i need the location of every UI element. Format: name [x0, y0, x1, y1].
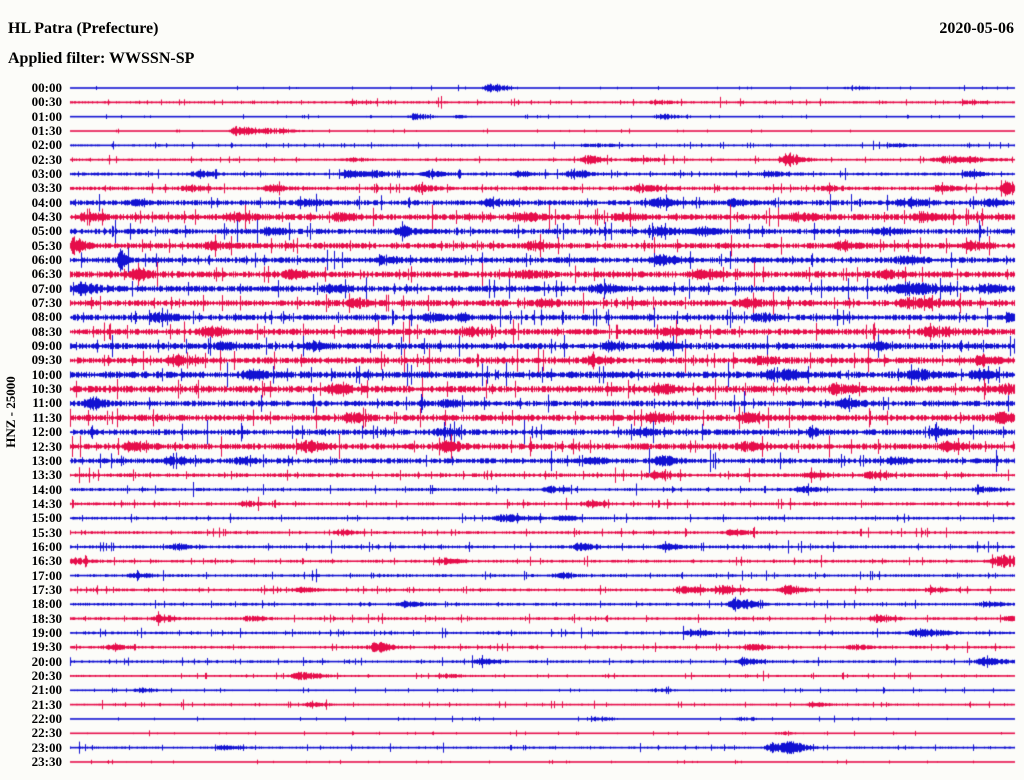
time-label: 17:00 [31, 567, 62, 583]
time-label: 00:30 [31, 94, 62, 110]
time-label: 14:30 [31, 495, 62, 511]
time-label: 22:00 [31, 710, 62, 726]
filter-label: Applied filter: WWSSN-SP [8, 50, 195, 67]
time-label: 12:30 [31, 438, 62, 454]
time-label: 00:00 [31, 80, 62, 95]
date-label: 2020-05-06 [939, 20, 1014, 37]
time-label: 23:30 [31, 753, 62, 769]
time-label: 16:30 [31, 553, 62, 569]
time-label: 02:00 [31, 137, 62, 153]
time-label: 02:30 [31, 151, 62, 167]
time-label: 10:30 [31, 381, 62, 397]
time-label: 09:00 [31, 338, 62, 354]
time-label: 08:00 [31, 309, 62, 325]
time-label: 22:30 [31, 725, 62, 741]
time-label: 03:00 [31, 166, 62, 182]
time-label: 11:30 [32, 409, 62, 425]
time-label: 18:30 [31, 610, 62, 626]
time-label: 03:30 [31, 180, 62, 196]
time-label: 18:00 [31, 596, 62, 612]
station-title: HL Patra (Prefecture) [8, 20, 159, 37]
time-label: 08:30 [31, 323, 62, 339]
time-label: 17:30 [31, 581, 62, 597]
time-label: 21:00 [31, 682, 62, 698]
time-label: 04:00 [31, 194, 62, 210]
time-label: 07:30 [31, 295, 62, 311]
time-label: 21:30 [31, 696, 62, 712]
channel-scale-label: HNZ - 25000 [3, 376, 18, 448]
time-label: 09:30 [31, 352, 62, 368]
time-label: 15:30 [31, 524, 62, 540]
time-label: 13:00 [31, 452, 62, 468]
time-label: 12:00 [31, 424, 62, 440]
time-label: 16:00 [31, 538, 62, 554]
time-label: 20:30 [31, 667, 62, 683]
time-label: 20:00 [31, 653, 62, 669]
time-label: 14:00 [31, 481, 62, 497]
time-label: 19:30 [31, 639, 62, 655]
time-label: 07:00 [31, 280, 62, 296]
time-label: 06:00 [31, 252, 62, 268]
time-label: 13:30 [31, 467, 62, 483]
time-label: 01:30 [31, 123, 62, 139]
time-label: 06:30 [31, 266, 62, 282]
time-label: 19:00 [31, 624, 62, 640]
time-label: 05:00 [31, 223, 62, 239]
time-label: 04:30 [31, 209, 62, 225]
time-label: 23:00 [31, 739, 62, 755]
time-label: 15:00 [31, 510, 62, 526]
time-label: 11:00 [32, 395, 62, 411]
time-label: 10:00 [31, 366, 62, 382]
time-label: 01:00 [31, 108, 62, 124]
time-label: 05:30 [31, 237, 62, 253]
